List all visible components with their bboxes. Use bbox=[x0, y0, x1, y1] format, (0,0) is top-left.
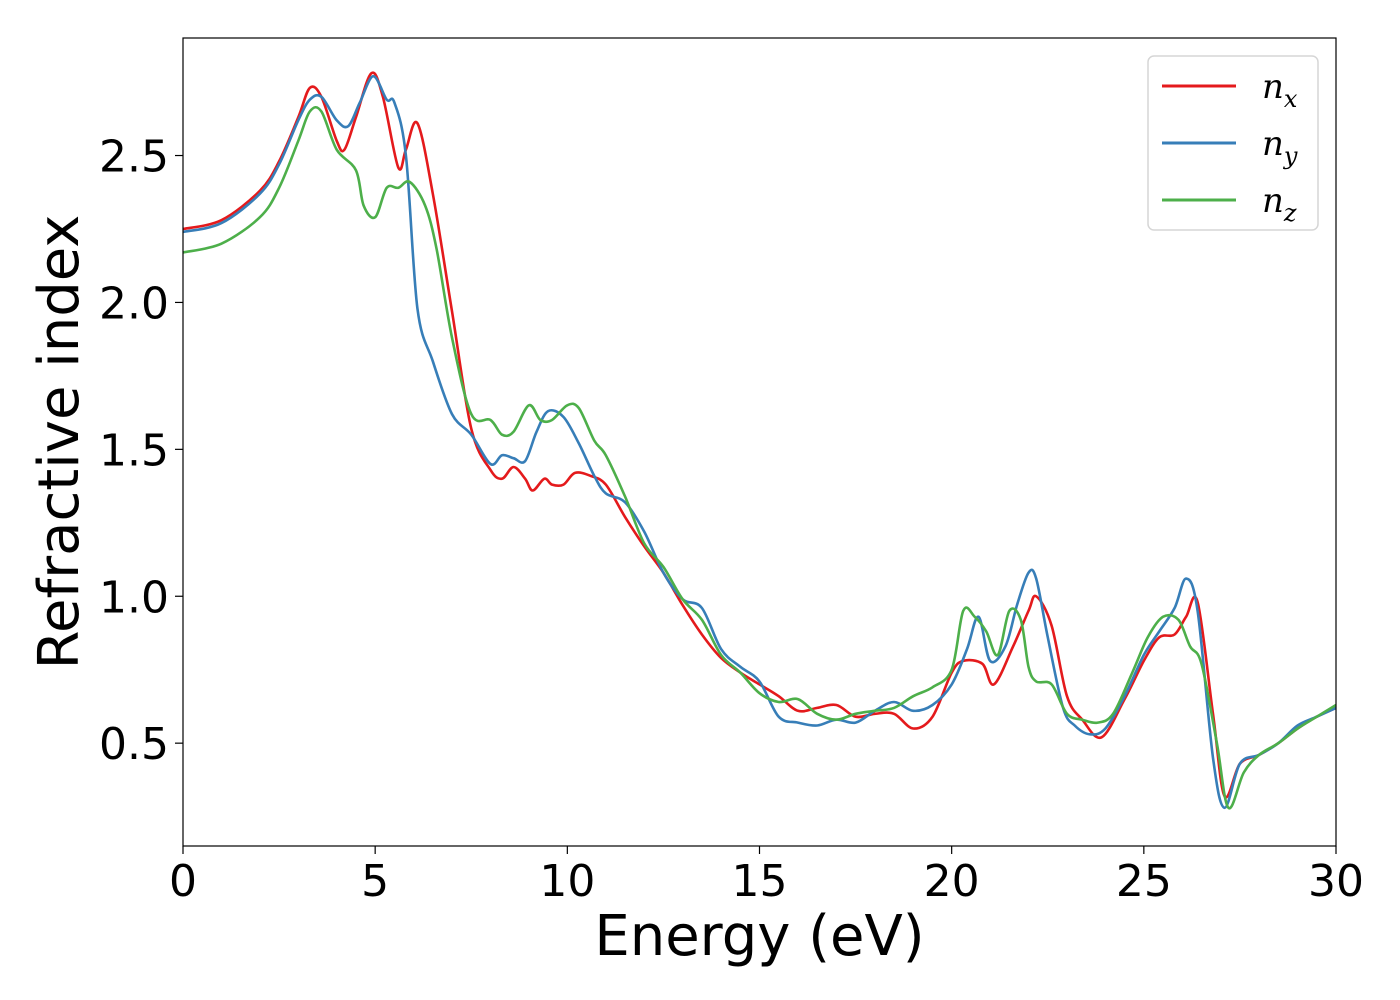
legend-label-base: n bbox=[1262, 124, 1284, 164]
legend-label-subscript: x bbox=[1284, 85, 1298, 113]
legend-label-nx: nx bbox=[1262, 67, 1298, 113]
y-tick-label: 1.5 bbox=[99, 425, 169, 476]
legend-label-subscript: y bbox=[1283, 142, 1298, 170]
x-axis-label: Energy (eV) bbox=[594, 904, 924, 969]
x-tick-label: 0 bbox=[169, 856, 197, 907]
y-tick-label: 2.5 bbox=[99, 132, 169, 183]
x-tick-label: 25 bbox=[1116, 856, 1172, 907]
legend-label-subscript: z bbox=[1283, 199, 1297, 227]
x-axis-ticks: 0 5 10 15 20 25 30 bbox=[169, 846, 1364, 907]
x-tick-label: 10 bbox=[539, 856, 595, 907]
x-tick-label: 5 bbox=[361, 856, 389, 907]
legend-label-base: n bbox=[1262, 67, 1284, 107]
y-tick-label: 2.0 bbox=[99, 278, 169, 329]
series-line-nz bbox=[183, 105, 1336, 810]
plot-frame bbox=[182, 37, 1337, 847]
y-tick-label: 1.0 bbox=[99, 572, 169, 623]
x-tick-label: 15 bbox=[732, 856, 788, 907]
x-tick-label: 30 bbox=[1308, 856, 1364, 907]
y-axis-label: Refractive index bbox=[27, 215, 92, 670]
legend-label-base: n bbox=[1262, 181, 1284, 221]
series-line-ny bbox=[183, 74, 1336, 810]
x-tick-label: 20 bbox=[924, 856, 980, 907]
y-tick-label: 0.5 bbox=[99, 719, 169, 770]
series-layer bbox=[183, 71, 1336, 810]
legend-label-ny: ny bbox=[1262, 124, 1298, 170]
legend-label-nz: nz bbox=[1262, 181, 1297, 227]
y-axis-ticks: 0.5 1.0 1.5 2.0 2.5 bbox=[99, 132, 183, 770]
